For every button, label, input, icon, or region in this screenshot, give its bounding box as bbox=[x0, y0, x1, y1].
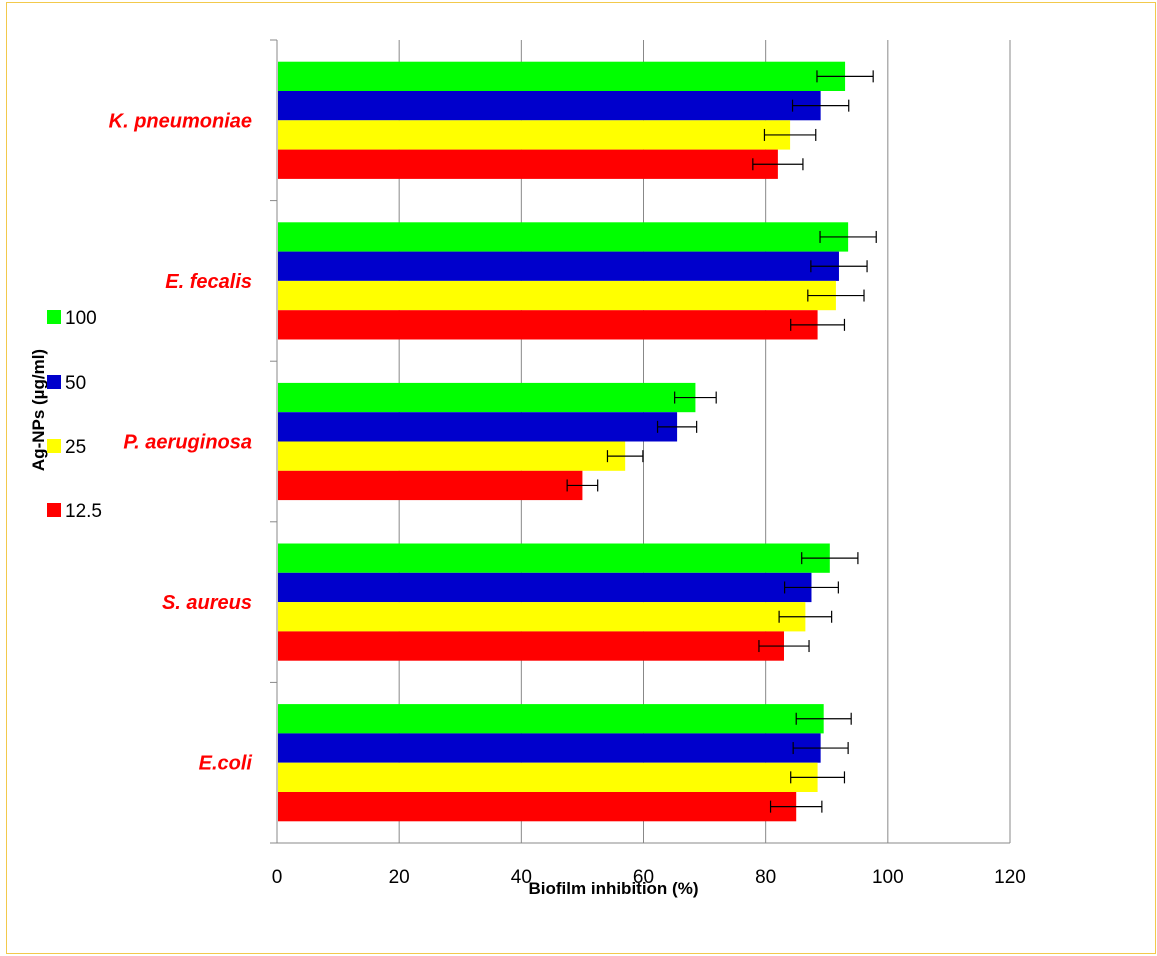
bar bbox=[278, 310, 818, 340]
legend-label: 25 bbox=[65, 437, 86, 458]
axes bbox=[270, 39, 1010, 844]
x-tick-label: 60 bbox=[633, 867, 654, 888]
category-label: P. aeruginosa bbox=[123, 432, 252, 454]
legend-swatch bbox=[47, 310, 61, 324]
bar bbox=[278, 733, 821, 763]
bar bbox=[278, 631, 784, 661]
bar bbox=[278, 543, 830, 573]
bars bbox=[278, 61, 877, 822]
legend-label: 100 bbox=[65, 308, 97, 329]
bar bbox=[278, 222, 849, 252]
bar bbox=[278, 412, 678, 442]
chart-frame bbox=[6, 2, 1156, 954]
category-label: K. pneumoniae bbox=[109, 110, 252, 132]
bar bbox=[278, 149, 778, 179]
bar bbox=[278, 762, 818, 792]
x-tick-label: 80 bbox=[755, 867, 776, 888]
bar bbox=[278, 572, 812, 603]
bar bbox=[278, 280, 836, 311]
category-label: E. fecalis bbox=[165, 271, 252, 293]
labels: 0 20 40 60 80 100 120 K. pneumoniae E. fecalis P.… bbox=[109, 110, 1026, 888]
legend-label: 50 bbox=[65, 373, 86, 394]
bar bbox=[278, 61, 846, 91]
x-tick-label: 20 bbox=[389, 867, 410, 888]
bar bbox=[278, 91, 821, 121]
bar bbox=[278, 382, 696, 413]
x-axis-title: Biofilm inhibition (%) bbox=[529, 879, 699, 898]
x-tick-label: 120 bbox=[994, 867, 1026, 888]
x-tick-label: 0 bbox=[272, 867, 283, 888]
legend-swatch bbox=[47, 503, 61, 517]
bar bbox=[278, 120, 791, 150]
legend-swatch bbox=[47, 375, 61, 389]
bar bbox=[278, 704, 824, 734]
bar bbox=[278, 251, 839, 281]
legend-label: 12.5 bbox=[65, 501, 102, 522]
bar bbox=[278, 470, 583, 501]
bar bbox=[278, 441, 626, 471]
category-label: S. aureus bbox=[162, 592, 252, 614]
legend-title: Ag-NPs (µg/ml) bbox=[29, 349, 48, 471]
bar bbox=[278, 792, 797, 822]
legend: 100 50 25 12.5 bbox=[47, 308, 102, 522]
legend-swatch bbox=[47, 439, 61, 453]
x-tick-label: 40 bbox=[511, 867, 532, 888]
x-tick-label: 100 bbox=[872, 867, 904, 888]
category-label: E.coli bbox=[199, 753, 253, 775]
bar bbox=[278, 602, 806, 632]
